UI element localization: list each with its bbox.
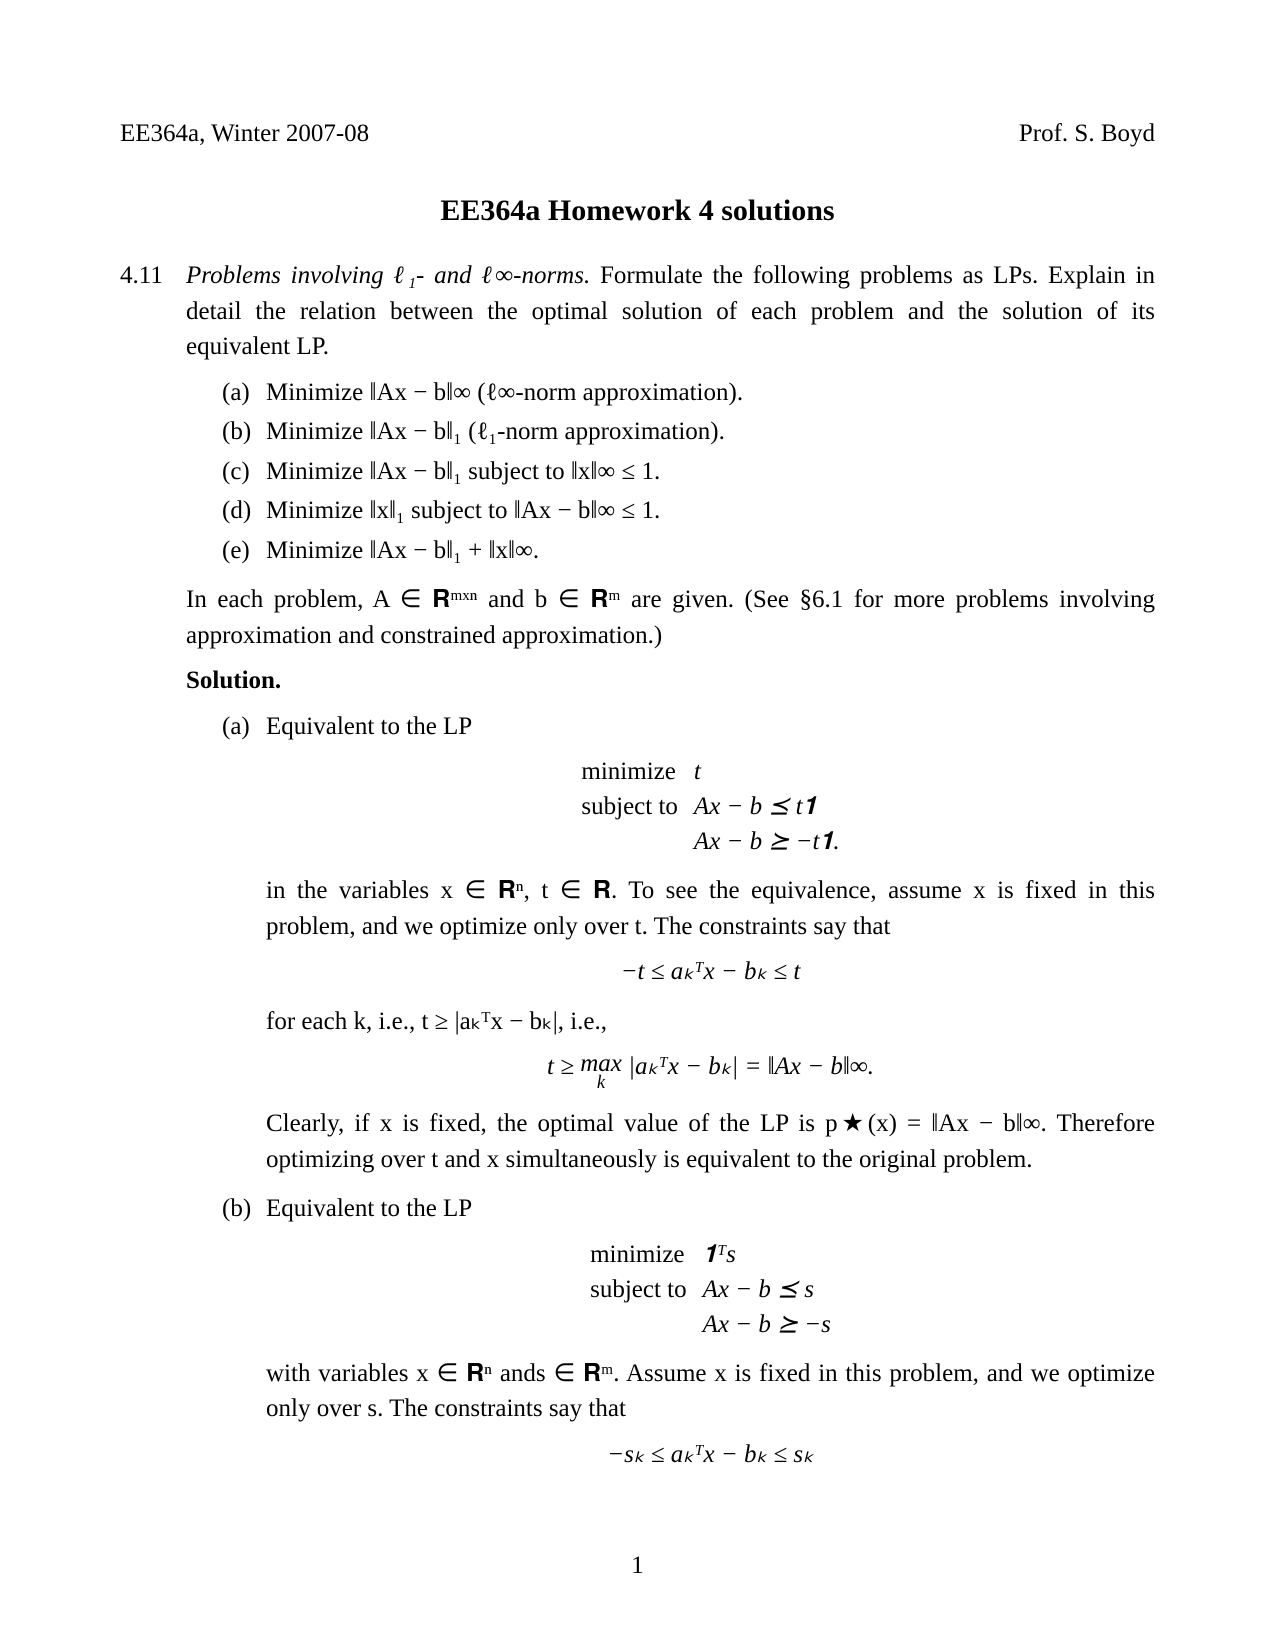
sol-b-intro: Equivalent to the LP <box>266 1195 472 1222</box>
lp-min-expr: 𝟏ᵀs <box>703 1241 736 1268</box>
sol-b-eq1: −sₖ ≤ aₖᵀx − bₖ ≤ sₖ <box>266 1437 1155 1473</box>
solution-b-body: Equivalent to the LP minimize 𝟏ᵀs subjec… <box>266 1191 1155 1486</box>
problem-parts: (a) Minimize ‖Ax − b‖∞ (ℓ∞-norm approxim… <box>186 375 1155 569</box>
solution-label: Solution. <box>186 663 1155 699</box>
sol-b-p1: with variables x ∈ 𝐑ⁿ ands ∈ 𝐑ᵐ. Assume … <box>266 1356 1155 1427</box>
document-title: EE364a Homework 4 solutions <box>120 194 1155 228</box>
solution-b: (b) Equivalent to the LP minimize 𝟏ᵀs su… <box>222 1191 1155 1486</box>
part-e: (e) Minimize ‖Ax − b‖₁ + ‖x‖∞. <box>222 533 1155 569</box>
solution-a: (a) Equivalent to the LP minimize t subj… <box>222 709 1155 1188</box>
problem-number: 4.11 <box>120 258 176 1490</box>
intro-italic: Problems involving ℓ₁- and ℓ∞-norms. <box>186 262 590 289</box>
page-number: 1 <box>0 1552 1275 1580</box>
lp-a: minimize t subject to Ax − b ⪯ t𝟏 Ax − b <box>266 754 1155 859</box>
eq-text: −sₖ ≤ aₖᵀx − bₖ ≤ sₖ <box>607 1441 813 1468</box>
part-label: (c) <box>222 454 258 490</box>
header-right: Prof. S. Boyd <box>1019 120 1155 148</box>
eq2-right: |aₖᵀx − bₖ| = ‖Ax − b‖∞. <box>622 1053 874 1080</box>
lp-c2: Ax − b ⪰ −t𝟏. <box>694 828 840 855</box>
max-operator: maxk <box>580 1051 622 1093</box>
part-text: Minimize ‖Ax − b‖₁ subject to ‖x‖∞ ≤ 1. <box>266 454 1155 490</box>
lp-min-label: minimize <box>573 754 686 789</box>
lp-c2: Ax − b ⪰ −s <box>703 1311 831 1338</box>
part-label: (b) <box>222 1191 258 1486</box>
part-label: (b) <box>222 414 258 450</box>
lp-c1: Ax − b ⪯ t𝟏 <box>694 793 817 820</box>
lp-sub-label: subject to <box>573 789 686 824</box>
sol-a-p3: Clearly, if x is fixed, the optimal valu… <box>266 1106 1155 1177</box>
problem-after-list: In each problem, A ∈ 𝐑ᵐˣⁿ and b ∈ 𝐑ᵐ are… <box>186 582 1155 653</box>
part-text: Minimize ‖x‖₁ subject to ‖Ax − b‖∞ ≤ 1. <box>266 493 1155 529</box>
sol-a-eq2: t ≥ maxk |aₖᵀx − bₖ| = ‖Ax − b‖∞. <box>266 1049 1155 1092</box>
solution-a-body: Equivalent to the LP minimize t subject … <box>266 709 1155 1188</box>
part-label: (a) <box>222 709 258 1188</box>
part-c: (c) Minimize ‖Ax − b‖₁ subject to ‖x‖∞ ≤… <box>222 454 1155 490</box>
sol-a-eq1: −t ≤ aₖᵀx − bₖ ≤ t <box>266 954 1155 990</box>
eq-text: −t ≤ aₖᵀx − bₖ ≤ t <box>621 958 801 985</box>
part-label: (a) <box>222 375 258 411</box>
part-label: (e) <box>222 533 258 569</box>
solution-parts: (a) Equivalent to the LP minimize t subj… <box>186 709 1155 1487</box>
sol-a-p1: in the variables x ∈ 𝐑ⁿ, t ∈ 𝐑. To see t… <box>266 873 1155 944</box>
header-left: EE364a, Winter 2007-08 <box>120 120 369 148</box>
part-label: (d) <box>222 493 258 529</box>
page: EE364a, Winter 2007-08 Prof. S. Boyd EE3… <box>0 0 1275 1650</box>
part-text: Minimize ‖Ax − b‖₁ (ℓ₁-norm approximatio… <box>266 414 1155 450</box>
part-d: (d) Minimize ‖x‖₁ subject to ‖Ax − b‖∞ ≤… <box>222 493 1155 529</box>
part-b: (b) Minimize ‖Ax − b‖₁ (ℓ₁-norm approxim… <box>222 414 1155 450</box>
sol-a-p2: for each k, i.e., t ≥ |aₖᵀx − bₖ|, i.e., <box>266 1004 1155 1040</box>
eq2-left: t ≥ <box>547 1053 580 1080</box>
part-text: Minimize ‖Ax − b‖∞ (ℓ∞-norm approximatio… <box>266 375 1155 411</box>
lp-b: minimize 𝟏ᵀs subject to Ax − b ⪯ s Ax − <box>266 1237 1155 1342</box>
sol-a-p2-pre: for each k, i.e., t ≥ |aₖᵀx − bₖ|, i.e., <box>266 1008 607 1035</box>
part-text: Minimize ‖Ax − b‖₁ + ‖x‖∞. <box>266 533 1155 569</box>
problem-body: Problems involving ℓ₁- and ℓ∞-norms. For… <box>186 258 1155 1490</box>
page-header: EE364a, Winter 2007-08 Prof. S. Boyd <box>120 120 1155 148</box>
sol-a-intro: Equivalent to the LP <box>266 713 472 740</box>
problem-intro: Problems involving ℓ₁- and ℓ∞-norms. For… <box>186 258 1155 365</box>
lp-min-expr: t <box>694 758 701 785</box>
lp-sub-label: subject to <box>582 1272 695 1307</box>
lp-min-label: minimize <box>582 1237 695 1272</box>
part-a: (a) Minimize ‖Ax − b‖∞ (ℓ∞-norm approxim… <box>222 375 1155 411</box>
lp-c1: Ax − b ⪯ s <box>703 1276 814 1303</box>
max-top: max <box>580 1051 622 1076</box>
problem-block: 4.11 Problems involving ℓ₁- and ℓ∞-norms… <box>120 258 1155 1490</box>
